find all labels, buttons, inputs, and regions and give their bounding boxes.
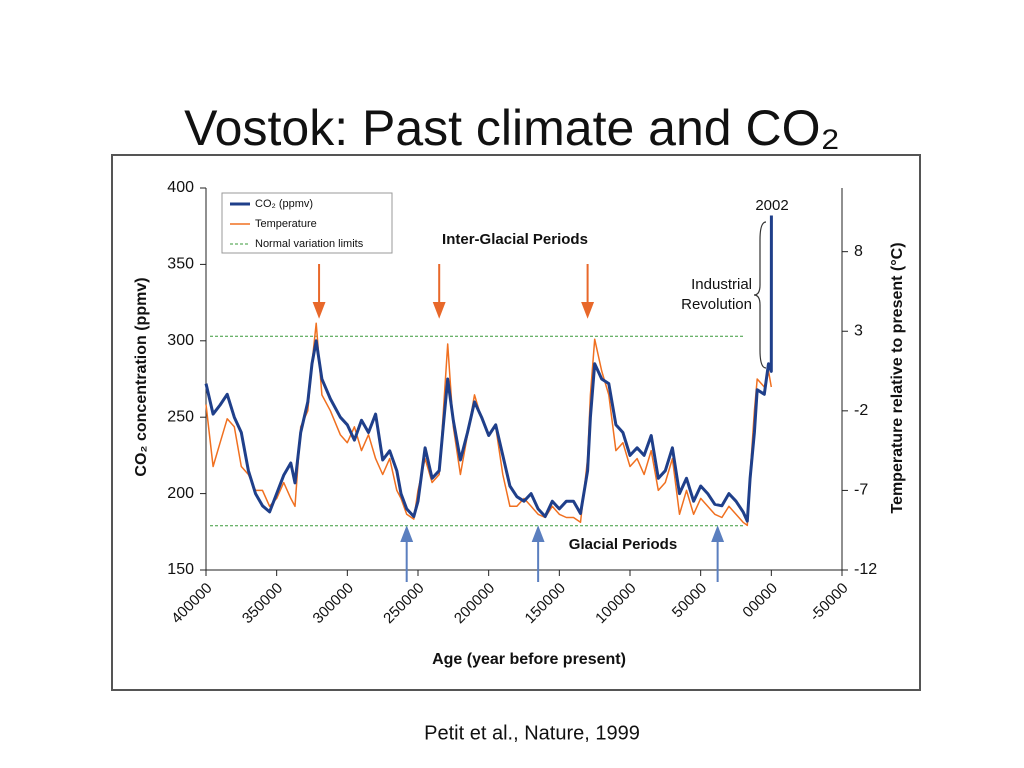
inter-glacial-arrow xyxy=(312,264,326,319)
source: Petit et al., Nature, 1999 xyxy=(424,722,640,744)
glacial-arrow xyxy=(400,525,414,582)
y-tick-label: 350 xyxy=(167,256,194,273)
legend-label: CO₂ (ppmv) xyxy=(255,198,313,210)
y-tick-label: 250 xyxy=(167,408,194,425)
industrial-label: Revolution xyxy=(681,296,752,313)
y-tick-label: 400 xyxy=(167,179,194,196)
inter-glacial-label: Inter-Glacial Periods xyxy=(442,231,588,248)
y2-tick-label: -7 xyxy=(854,482,868,499)
x-axis-label: Age (year before present) xyxy=(432,651,626,668)
y2-tick-label: 8 xyxy=(854,243,863,260)
inter-glacial-arrow xyxy=(581,264,595,319)
y-tick-label: 150 xyxy=(167,561,194,578)
year-label: 2002 xyxy=(755,197,788,214)
slide-title: Vostok: Past climate and CO₂ xyxy=(184,100,840,156)
y2-axis-label: Temperature relative to present (°C) xyxy=(889,242,906,513)
legend-box xyxy=(221,192,393,254)
y2-tick-label: -12 xyxy=(854,561,877,578)
glacial-arrow xyxy=(531,525,545,582)
brace xyxy=(753,221,767,369)
legend-label: Temperature xyxy=(255,218,317,230)
legend-label: Normal variation limits xyxy=(255,238,364,250)
y-tick-label: 300 xyxy=(167,332,194,349)
y2-tick-label: -2 xyxy=(854,402,868,419)
glacial-arrow xyxy=(711,525,725,582)
legend: CO₂ (ppmv) Temperature Normal variation li… xyxy=(221,192,393,254)
series-line xyxy=(204,215,773,523)
y2-tick-label: 3 xyxy=(854,322,863,339)
inter-glacial-arrow xyxy=(432,264,446,319)
y-axis-label: CO₂ concentration (ppmv) xyxy=(133,277,150,476)
glacial-label: Glacial Periods xyxy=(569,536,677,553)
y-tick-label: 200 xyxy=(167,485,194,502)
industrial-label: Industrial xyxy=(691,276,752,293)
